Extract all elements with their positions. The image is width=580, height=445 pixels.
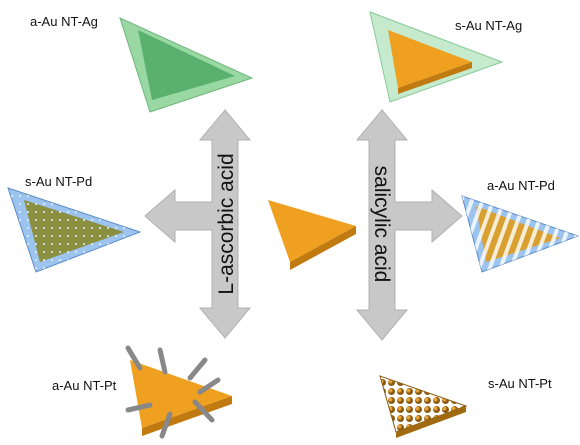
label-middle-left: s-Au NT-Pd [25, 174, 92, 189]
label-bottom-right: s-Au NT-Pt [488, 376, 552, 391]
triangle-pt-s [379, 375, 468, 438]
label-top-left: a-Au NT-Ag [30, 14, 98, 29]
reagent-right: salicylic acid [370, 166, 393, 283]
triangle-pd-s [7, 187, 142, 273]
label-middle-right: a-Au NT-Pd [487, 178, 555, 193]
reagent-left: L-ascorbic acid [215, 153, 238, 294]
right-arrow [355, 109, 463, 341]
triangle-pt-a [125, 345, 232, 439]
label-bottom-left: a-Au NT-Pt [52, 378, 117, 393]
center-triangle [268, 200, 356, 270]
left-arrow [144, 109, 252, 339]
triangle-ag-s [369, 11, 504, 103]
triangle-pd-a [461, 195, 580, 273]
label-top-right: s-Au NT-Ag [455, 18, 522, 33]
triangle-ag-a [119, 17, 254, 113]
